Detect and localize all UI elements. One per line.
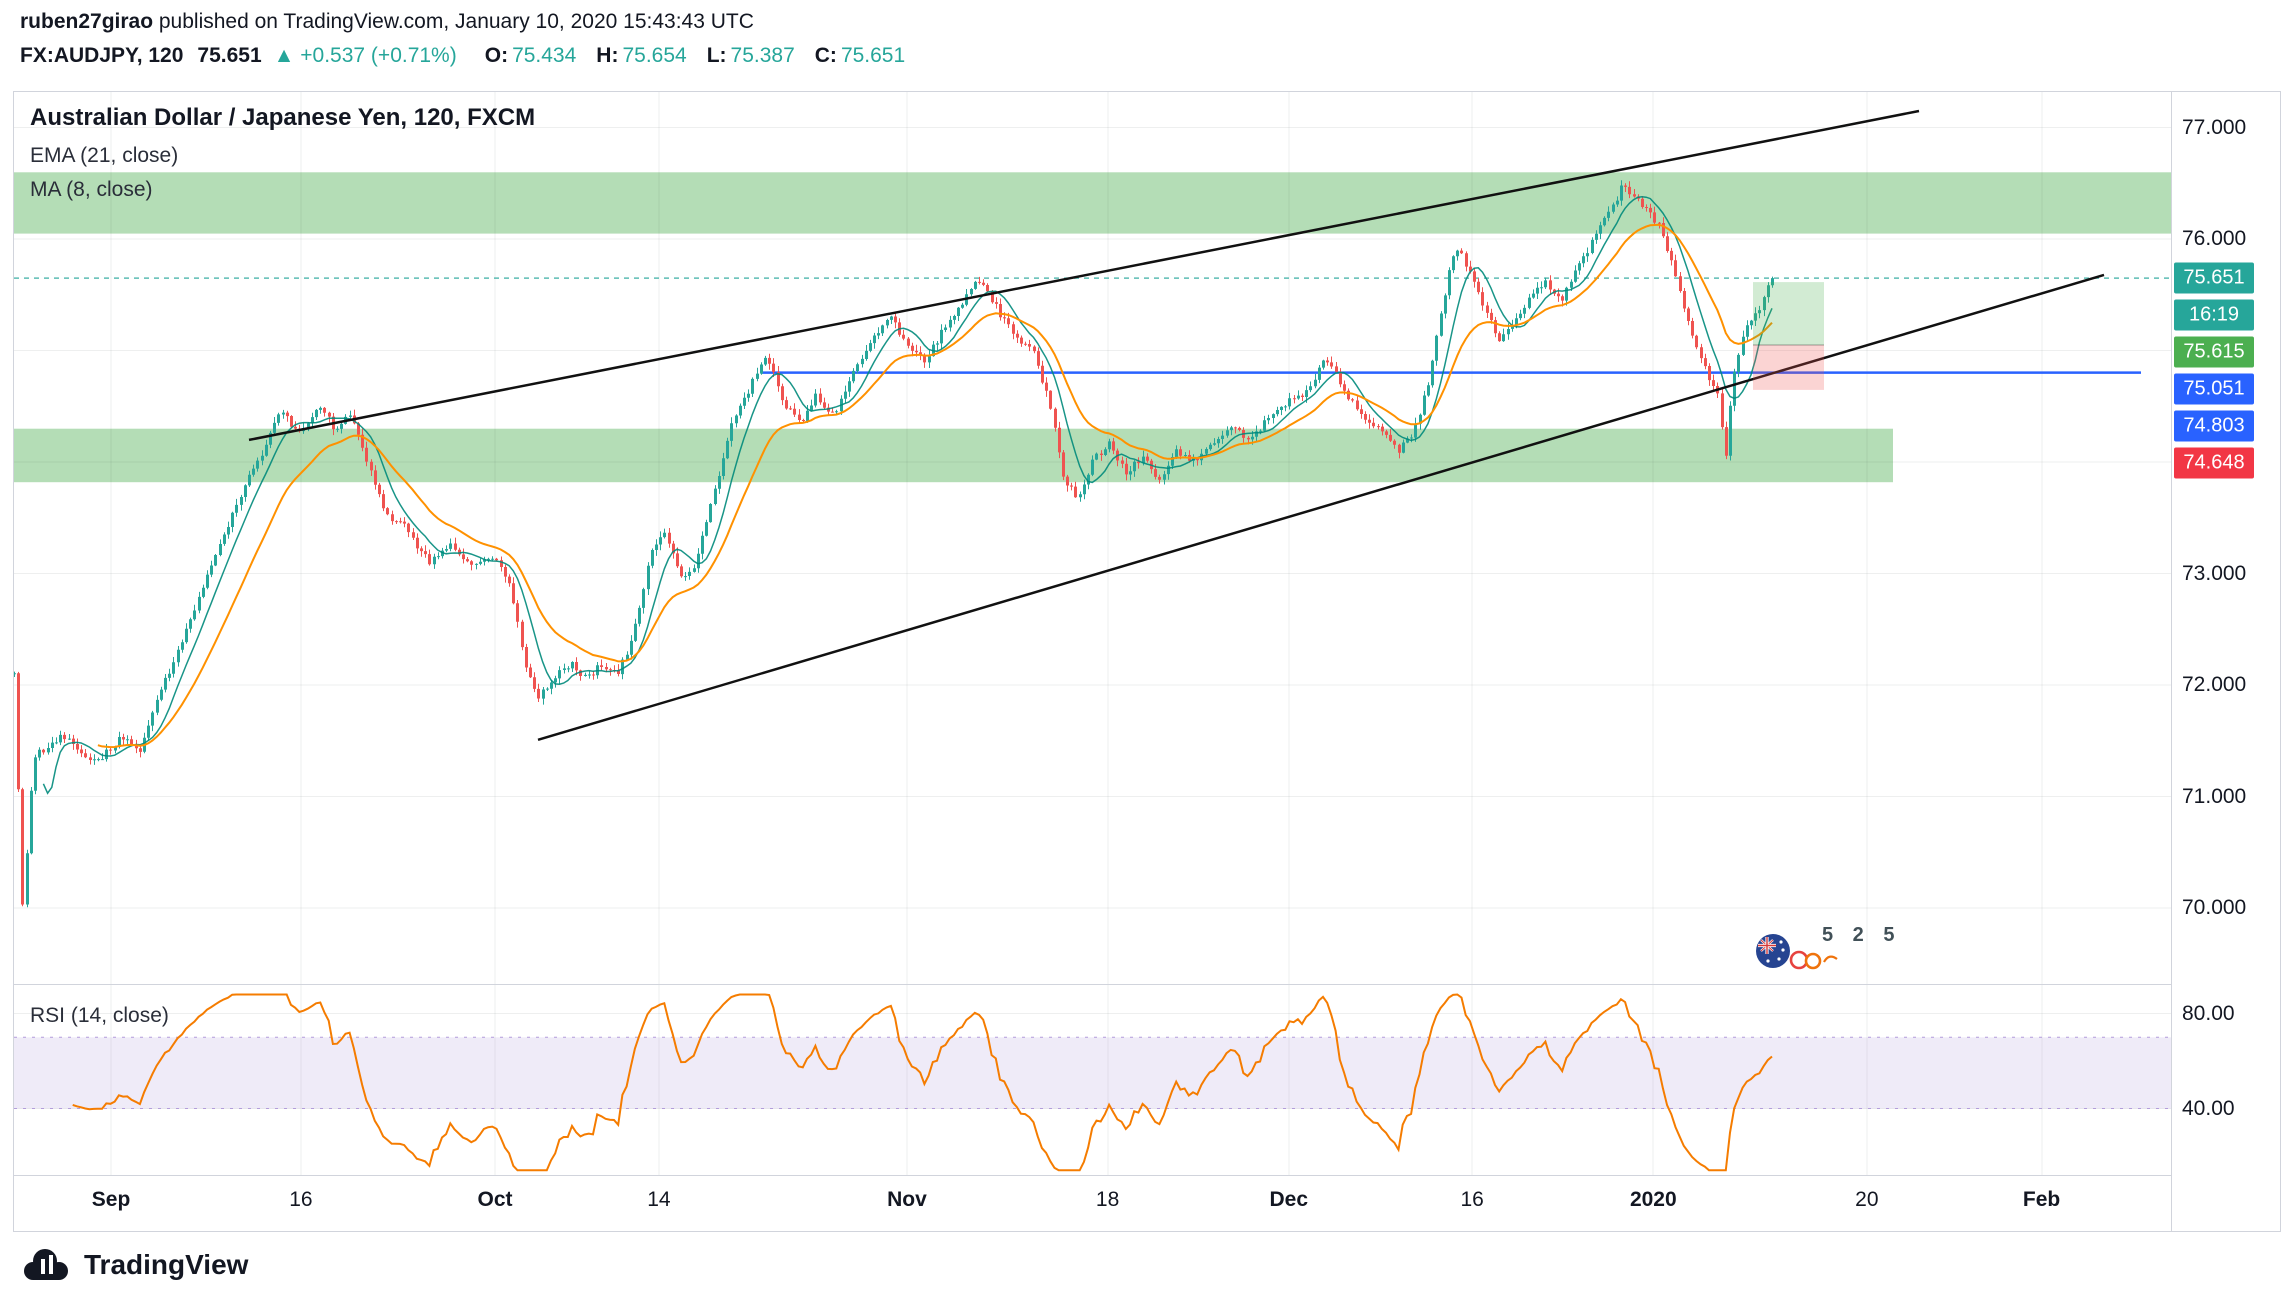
high-value: H: 75.654 (596, 44, 686, 68)
time-axis-separator (14, 1175, 2280, 1176)
grid-lines (14, 92, 2171, 1175)
trendline-1 (248, 109, 1920, 442)
rsi-band (14, 1037, 2171, 1109)
tradingview-logo-icon[interactable] (20, 1245, 72, 1285)
rsi-line (72, 993, 1773, 1172)
footer: TradingView (20, 1245, 248, 1285)
ohlc-label: O: (484, 44, 509, 67)
ema21-line (97, 223, 1773, 749)
time-axis-label: 2020 (1629, 1188, 1677, 1211)
australia-flag-icon (1756, 934, 1838, 970)
time-axis-label: 16 (1460, 1188, 1484, 1211)
ohlc-label: L: (706, 44, 727, 67)
price-badge-last-price: 75.651 (2174, 262, 2254, 294)
price-change: ▲ +0.537 (+0.71%) (274, 44, 457, 68)
price-scale-label: 73.000 (2182, 561, 2247, 585)
ohlc-value: 75.387 (730, 44, 795, 67)
time-axis-label: Oct (477, 1188, 513, 1211)
price-scale-label: 71.000 (2182, 784, 2247, 808)
price-badge-target-level: 75.615 (2174, 336, 2254, 368)
price-scale-label: 70.000 (2182, 896, 2247, 920)
price-badge-countdown: 16:19 (2174, 299, 2254, 331)
watermark-digits: 5 2 5 (1822, 924, 1902, 946)
close-value: C: 75.651 (815, 44, 905, 68)
chart-title[interactable]: Australian Dollar / Japanese Yen, 120, F… (30, 104, 536, 131)
price-scale-label: 76.000 (2182, 227, 2247, 251)
indicator-label-ma[interactable]: MA (8, close) (30, 178, 153, 201)
time-axis-label: Sep (91, 1188, 131, 1211)
price-badge-entry-level: 75.051 (2174, 373, 2254, 405)
author-watermark: 5 2 5 (1752, 924, 1972, 978)
price-scale-label: 72.000 (2182, 673, 2247, 697)
open-value: O: 75.434 (485, 44, 577, 68)
tradingview-logo-text[interactable]: TradingView (84, 1249, 249, 1280)
change-text: +0.537 (+0.71%) (300, 44, 457, 67)
publish-info-line: ruben27girao published on TradingView.co… (20, 10, 754, 34)
time-axis-label: Nov (887, 1188, 927, 1211)
ohlc-value: 75.651 (840, 44, 906, 67)
ma8-line (42, 196, 1773, 795)
time-axis-label: 16 (289, 1188, 313, 1211)
candlestick-series (14, 180, 1774, 908)
price-badge-stop-level: 74.648 (2174, 447, 2254, 479)
ohlc-value: 75.434 (512, 44, 577, 67)
symbol-info-bar: FX:AUDJPY, 120 75.651 ▲ +0.537 (+0.71%) … (20, 44, 925, 68)
symbol-name[interactable]: FX:AUDJPY, 120 (20, 44, 184, 67)
up-arrow-icon: ▲ (273, 44, 295, 67)
time-axis-label: 18 (1095, 1188, 1120, 1211)
ohlc-label: H: (596, 44, 619, 67)
time-axis-label: Feb (2022, 1188, 2061, 1211)
price-scale[interactable]: 77.000 76.000 73.000 72.000 71.000 70.000 80.0… (2171, 92, 2280, 1231)
ohlc-label: C: (814, 44, 837, 67)
long-position-tool (1753, 282, 1824, 390)
support-zone-2 (14, 428, 1893, 483)
trendline-2 (537, 273, 2105, 741)
indicator-label-rsi[interactable]: RSI (14, close) (30, 1004, 169, 1027)
time-axis[interactable]: Sep 16 Oct 14 Nov 18 Dec 16 2020 20 Feb (14, 1175, 2171, 1231)
last-price-value: 75.651 (197, 44, 262, 67)
time-axis-label: 14 (647, 1188, 671, 1211)
support-zone-1 (14, 172, 2171, 234)
publish-text: published on TradingView.com, January 10… (153, 10, 754, 33)
indicator-label-ema[interactable]: EMA (21, close) (30, 144, 179, 167)
author-link[interactable]: ruben27girao (20, 10, 154, 33)
rsi-scale-label: 40.00 (2182, 1096, 2235, 1120)
price-scale-label: 77.000 (2182, 115, 2247, 139)
chart-container[interactable]: Australian Dollar / Japanese Yen, 120, F… (13, 91, 2281, 1232)
price-badge-blue-level: 74.803 (2174, 410, 2254, 442)
time-axis-label: Dec (1269, 1188, 1309, 1211)
rsi-scale-label: 80.00 (2182, 1001, 2235, 1025)
ohlc-value: 75.654 (622, 44, 687, 67)
time-axis-label: 20 (1855, 1188, 1879, 1211)
pane-separator[interactable] (14, 984, 2280, 985)
low-value: L: 75.387 (707, 44, 795, 68)
price-chart-canvas[interactable] (14, 92, 2171, 1175)
